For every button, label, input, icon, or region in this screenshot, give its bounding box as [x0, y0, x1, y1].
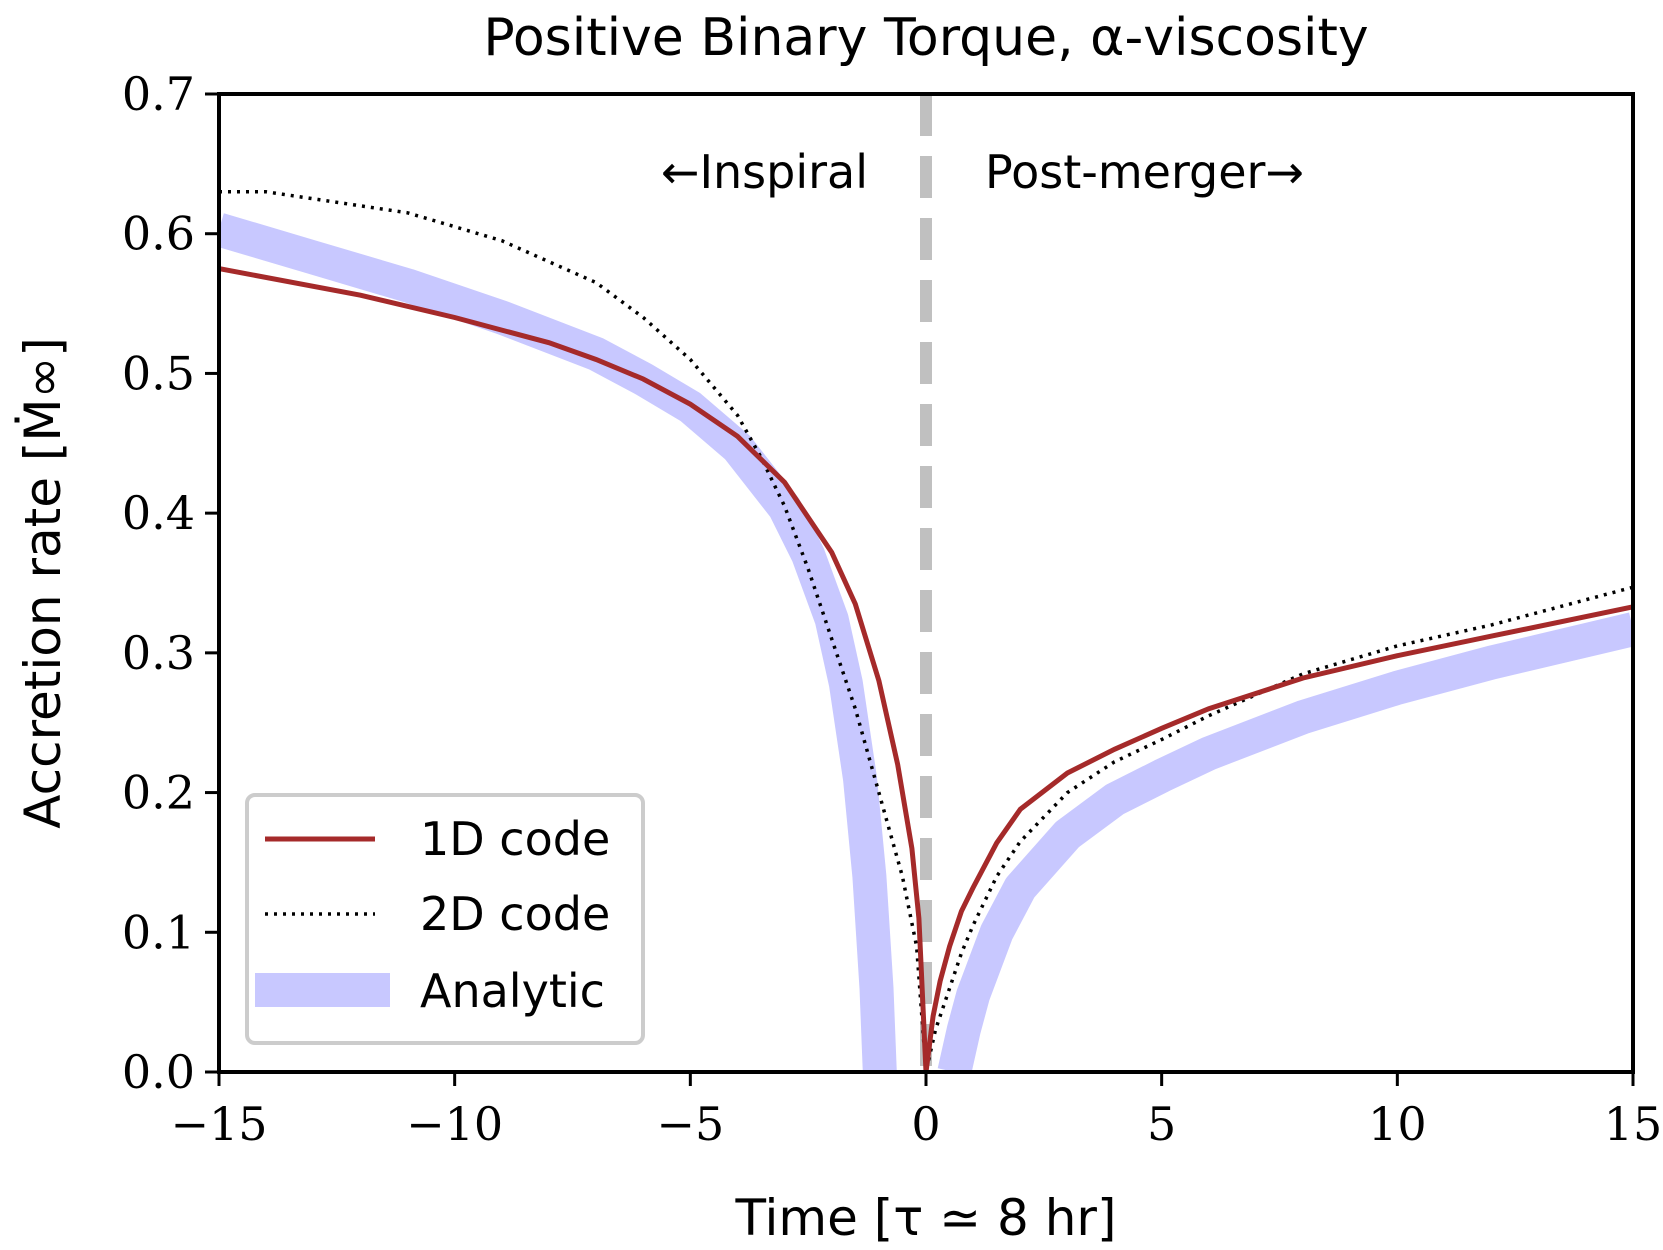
inspiral-annotation: ←Inspiral [661, 145, 868, 199]
x-tick-label: 0 [911, 1097, 940, 1151]
analytic-series [219, 213, 1633, 1072]
y-tick-label: 0.7 [122, 67, 195, 121]
legend-label-analytic: Analytic [420, 964, 605, 1018]
analytic-segment-2 [937, 612, 1633, 1072]
y-tick-label: 0.2 [122, 766, 195, 820]
y-tick-label: 0.6 [122, 207, 195, 261]
one-d-code-line [219, 266, 1633, 1072]
y-axis-label: Accretion rate [Ṁ∞] [14, 337, 72, 828]
x-tick-label: 15 [1604, 1097, 1663, 1151]
x-tick-label: 5 [1147, 1097, 1176, 1151]
two-d-code-line [219, 190, 1633, 1072]
y-tick-label: 0.4 [122, 486, 195, 540]
y-tick-label: 0.0 [122, 1045, 195, 1099]
legend-label-1d: 1D code [420, 812, 610, 866]
x-axis-label: Time [τ ≃ 8 hr] [734, 1189, 1116, 1247]
x-axis-ticks: −15 −10 −5 0 5 10 15 [170, 1072, 1662, 1151]
y-axis-ticks: 0.0 0.1 0.2 0.3 0.4 0.5 0.6 0.7 [122, 67, 219, 1099]
post-merger-annotation: Post-merger→ [985, 145, 1304, 199]
x-tick-label: 10 [1368, 1097, 1427, 1151]
legend-label-2d: 2D code [420, 887, 610, 941]
x-tick-label: −5 [656, 1097, 724, 1151]
legend: 1D code 2D code Analytic [245, 793, 645, 1045]
x-tick-label: −10 [406, 1097, 503, 1151]
y-tick-label: 0.1 [122, 905, 195, 959]
y-tick-label: 0.5 [122, 346, 195, 400]
chart-title: Positive Binary Torque, α-viscosity [483, 8, 1368, 68]
analytic-segment-1 [219, 213, 897, 1072]
x-tick-label: −15 [170, 1097, 267, 1151]
y-tick-label: 0.3 [122, 626, 195, 680]
